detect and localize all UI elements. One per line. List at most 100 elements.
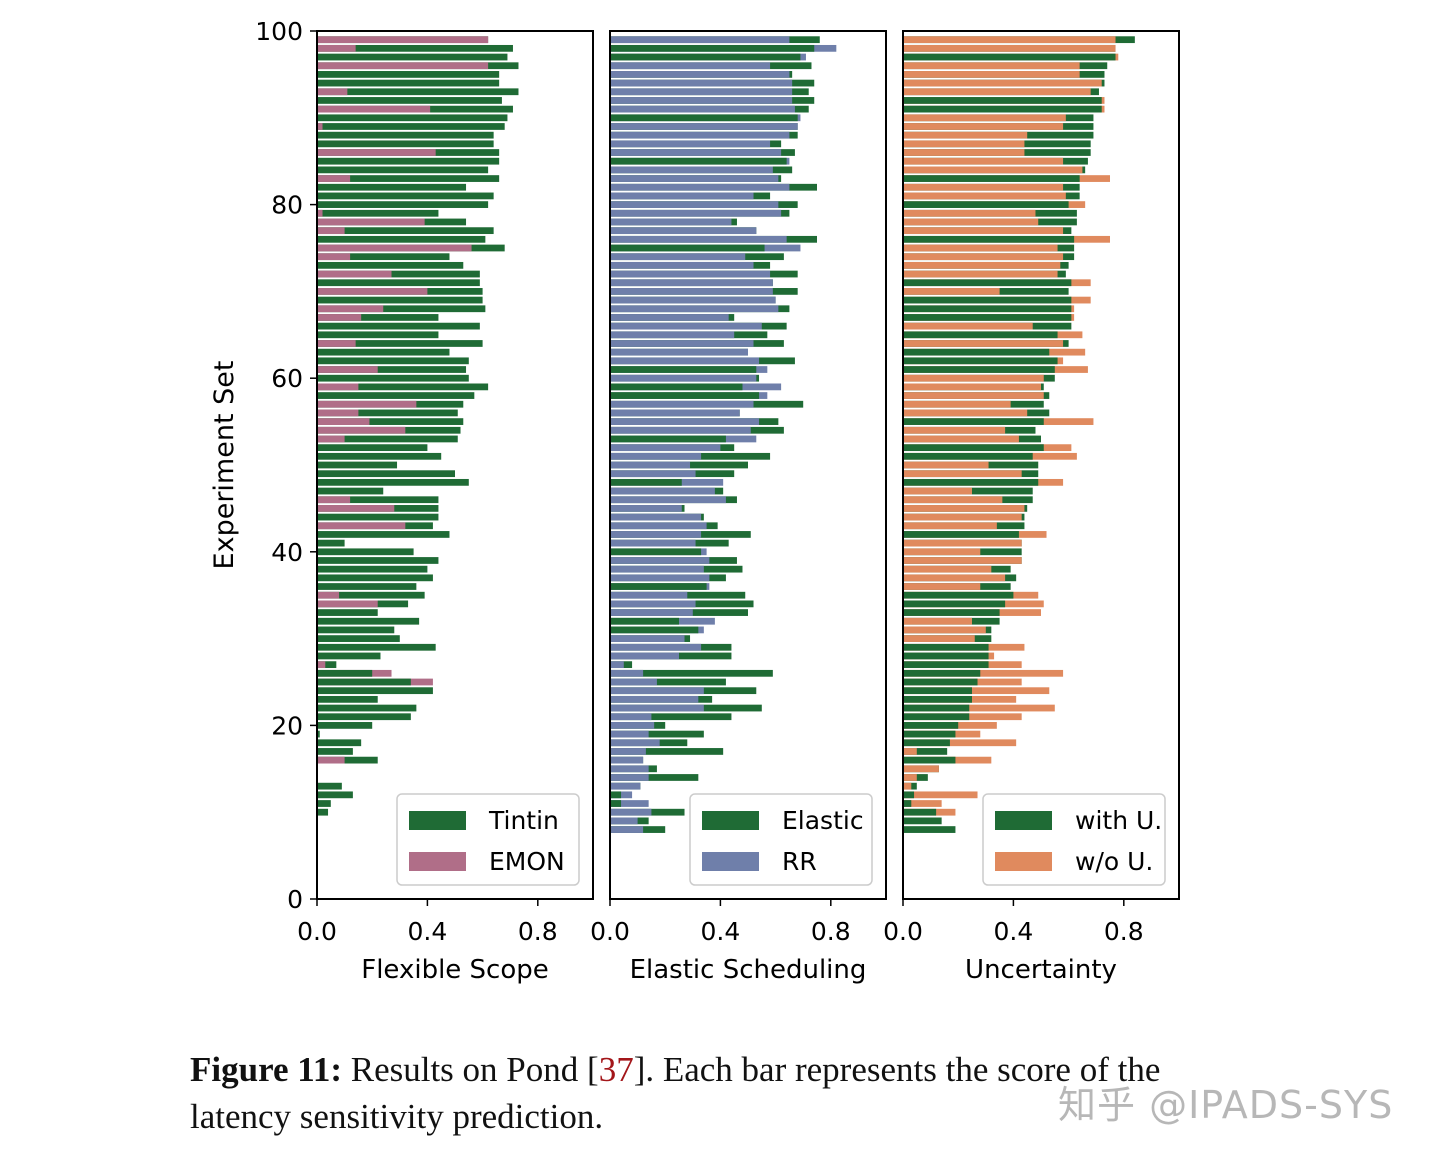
bar-tintin-set-6 — [317, 79, 500, 87]
bar-tintin-set-47 — [317, 435, 458, 443]
bar-withu-set-66 — [903, 600, 1006, 608]
bars-group — [317, 36, 519, 816]
bar-rr-set-6 — [610, 79, 793, 87]
bar-wou-set-59 — [903, 539, 1022, 547]
bar-tintin-set-90 — [317, 808, 329, 816]
bar-tintin-set-27 — [317, 261, 464, 269]
bar-tintin-set-40 — [317, 374, 469, 382]
y-tick-label: 60 — [271, 364, 303, 393]
caption-text-start: Results on Pond [ — [341, 1050, 599, 1089]
bar-tintin-set-48 — [317, 444, 428, 452]
bar-withu-set-17 — [903, 175, 1080, 182]
bar-emon-set-33 — [317, 314, 362, 321]
x-tick-label: 0.8 — [811, 917, 851, 946]
bar-elastic-set-52 — [610, 478, 682, 486]
bar-rr-set-7 — [610, 88, 793, 96]
bar-rr-set-37 — [610, 348, 748, 356]
y-axis-label: Experiment Set — [209, 361, 240, 570]
bar-withu-set-78 — [903, 704, 970, 712]
bar-tintin-set-31 — [317, 296, 483, 304]
bar-tintin-set-39 — [317, 366, 467, 373]
bar-tintin-set-72 — [317, 652, 381, 660]
bar-tintin-set-49 — [317, 452, 442, 460]
bar-emon-set-17 — [317, 175, 351, 182]
x-axis-label: Elastic Scheduling — [630, 955, 867, 985]
bar-wou-set-14 — [903, 149, 1025, 156]
bar-withu-set-49 — [903, 452, 1033, 460]
bar-rr-set-67 — [610, 609, 693, 616]
bar-emon-set-11 — [317, 123, 323, 130]
bar-emon-set-55 — [317, 505, 395, 512]
bar-rr-set-45 — [610, 418, 760, 425]
bar-withu-set-88 — [903, 791, 915, 799]
bar-wou-set-50 — [903, 461, 989, 469]
bar-withu-set-82 — [903, 739, 950, 747]
bar-tintin-set-50 — [317, 461, 398, 469]
bar-wou-set-63 — [903, 574, 1006, 582]
bar-rr-set-12 — [610, 131, 790, 139]
bar-wou-set-88 — [903, 791, 978, 799]
bar-rr-set-53 — [610, 487, 715, 495]
bar-withu-set-77 — [903, 695, 972, 703]
bar-elastic-set-2 — [610, 44, 815, 52]
bar-rr-set-71 — [610, 643, 702, 651]
bar-tintin-set-19 — [317, 192, 494, 200]
bar-tintin-set-16 — [317, 166, 489, 174]
bar-wou-set-6 — [903, 79, 1102, 87]
bar-rr-set-80 — [610, 722, 655, 729]
bar-tintin-set-13 — [317, 140, 494, 148]
bar-wou-set-82 — [903, 739, 1017, 747]
bar-tintin-set-7 — [317, 88, 519, 96]
bar-emon-set-65 — [317, 591, 340, 599]
bar-wou-set-70 — [903, 635, 975, 642]
bar-withu-set-76 — [903, 687, 972, 695]
bar-tintin-set-26 — [317, 253, 450, 261]
bar-emon-set-73 — [317, 661, 326, 669]
y-tick-label: 0 — [287, 885, 303, 914]
bar-rr-set-32 — [610, 305, 779, 313]
bar-withu-set-20 — [903, 201, 1069, 208]
bar-rr-set-76 — [610, 687, 704, 695]
bar-wou-set-34 — [903, 322, 1033, 330]
bar-rr-set-56 — [610, 513, 702, 521]
plot-frame — [902, 30, 1180, 900]
bar-rr-set-20 — [610, 201, 779, 208]
bar-rr-set-33 — [610, 314, 729, 321]
bar-rr-set-57 — [610, 522, 707, 530]
bar-wou-set-7 — [903, 88, 1091, 96]
bar-wou-set-1 — [903, 36, 1116, 44]
bar-wou-set-89 — [903, 800, 942, 807]
bar-tintin-set-81 — [317, 730, 320, 738]
bar-emon-set-46 — [317, 426, 406, 434]
bar-rr-set-59 — [610, 539, 696, 547]
bar-elastic-set-25 — [610, 244, 765, 252]
legend: Elastic RR — [689, 793, 873, 886]
bar-elastic-set-79 — [610, 713, 732, 721]
bar-withu-set-91 — [903, 817, 942, 825]
bar-rr-set-88 — [610, 791, 633, 799]
bar-emon-set-9 — [317, 105, 431, 113]
panel-3: 0.0 0.4 0.8 Uncertainty with U. w/o U. — [883, 30, 1180, 985]
bar-withu-set-32 — [903, 305, 1072, 313]
bar-withu-set-65 — [903, 591, 1014, 599]
bar-rr-set-4 — [610, 62, 771, 70]
legend: with U. w/o U. — [982, 793, 1166, 886]
caption-reference-link[interactable]: 37 — [598, 1050, 634, 1089]
bar-rr-set-38 — [610, 357, 760, 365]
bar-wou-set-15 — [903, 157, 1064, 165]
bar-rr-set-19 — [610, 192, 754, 200]
bar-rr-set-54 — [610, 496, 726, 504]
bar-tintin-set-68 — [317, 617, 420, 625]
x-axis-label: Flexible Scope — [361, 955, 549, 985]
bar-tintin-set-73 — [317, 661, 337, 669]
y-tick-label: 40 — [271, 538, 303, 567]
panel-1: 0.0 0.4 0.8 Flexible Scope 0 20 40 60 80 100 Tinti… — [255, 17, 594, 985]
bars-group — [903, 36, 1135, 833]
x-tick-label: 0.0 — [297, 917, 337, 946]
bar-rr-set-21 — [610, 209, 782, 217]
bar-wou-set-86 — [903, 774, 917, 781]
bar-rr-set-1 — [610, 36, 790, 44]
bar-withu-set-39 — [903, 366, 1055, 373]
bar-wou-set-23 — [903, 227, 1064, 235]
bar-rr-set-66 — [610, 600, 696, 608]
